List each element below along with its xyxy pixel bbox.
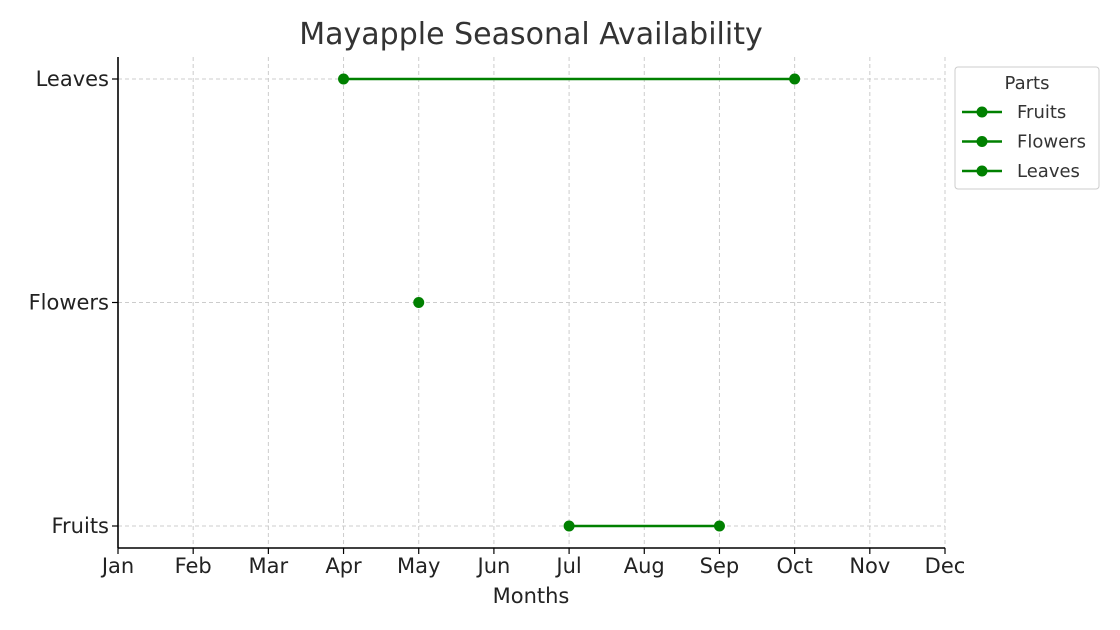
data-point xyxy=(713,520,725,532)
data-point xyxy=(413,297,425,308)
legend-label: Leaves xyxy=(1017,161,1080,182)
legend-label: Flowers xyxy=(1017,132,1086,153)
y-tick-label: Flowers xyxy=(29,291,109,315)
tick-labels: Jan Feb Mar Apr May Jun Jul Aug Sep Oct Nov Dec Frui… xyxy=(29,67,966,578)
series-group xyxy=(338,73,801,532)
legend-item-leaves: Leaves xyxy=(962,161,1080,182)
legend-item-fruits: Fruits xyxy=(962,102,1066,123)
legend-swatch-marker xyxy=(976,106,988,118)
legend-title: Parts xyxy=(1005,73,1050,94)
chart-title: Mayapple Seasonal Availability xyxy=(299,17,762,52)
x-tick-label: Feb xyxy=(175,554,212,578)
x-tick-label: Nov xyxy=(849,554,890,578)
x-tick-label: Aug xyxy=(624,554,665,578)
x-tick-label: Sep xyxy=(700,554,740,578)
y-tick-label: Leaves xyxy=(36,67,109,91)
x-tick-label: Jun xyxy=(476,554,511,578)
x-tick-label: May xyxy=(397,554,440,578)
x-tick-label: Jan xyxy=(100,554,134,578)
y-tick-label: Fruits xyxy=(51,514,109,538)
data-point xyxy=(563,520,575,532)
legend-swatch-marker xyxy=(976,136,988,147)
legend-frame xyxy=(954,66,1100,190)
x-tick-label: Dec xyxy=(925,554,966,578)
data-point xyxy=(338,73,350,85)
x-tick-label: Jul xyxy=(554,554,581,578)
legend: Parts Fruits Flowers Leaves xyxy=(954,66,1100,190)
legend-label: Fruits xyxy=(1017,102,1066,123)
x-tick-label: Apr xyxy=(325,554,362,578)
grid-lines xyxy=(117,57,946,548)
series-flowers xyxy=(413,297,425,308)
series-fruits xyxy=(563,520,725,532)
data-point xyxy=(789,73,801,85)
series-leaves xyxy=(338,73,801,85)
legend-item-flowers: Flowers xyxy=(962,132,1086,153)
legend-swatch-marker xyxy=(976,165,988,177)
x-tick-label: Oct xyxy=(776,554,812,578)
x-tick-label: Mar xyxy=(249,554,289,578)
x-axis-label: Months xyxy=(493,584,570,608)
legend-items: Fruits Flowers Leaves xyxy=(962,102,1086,182)
